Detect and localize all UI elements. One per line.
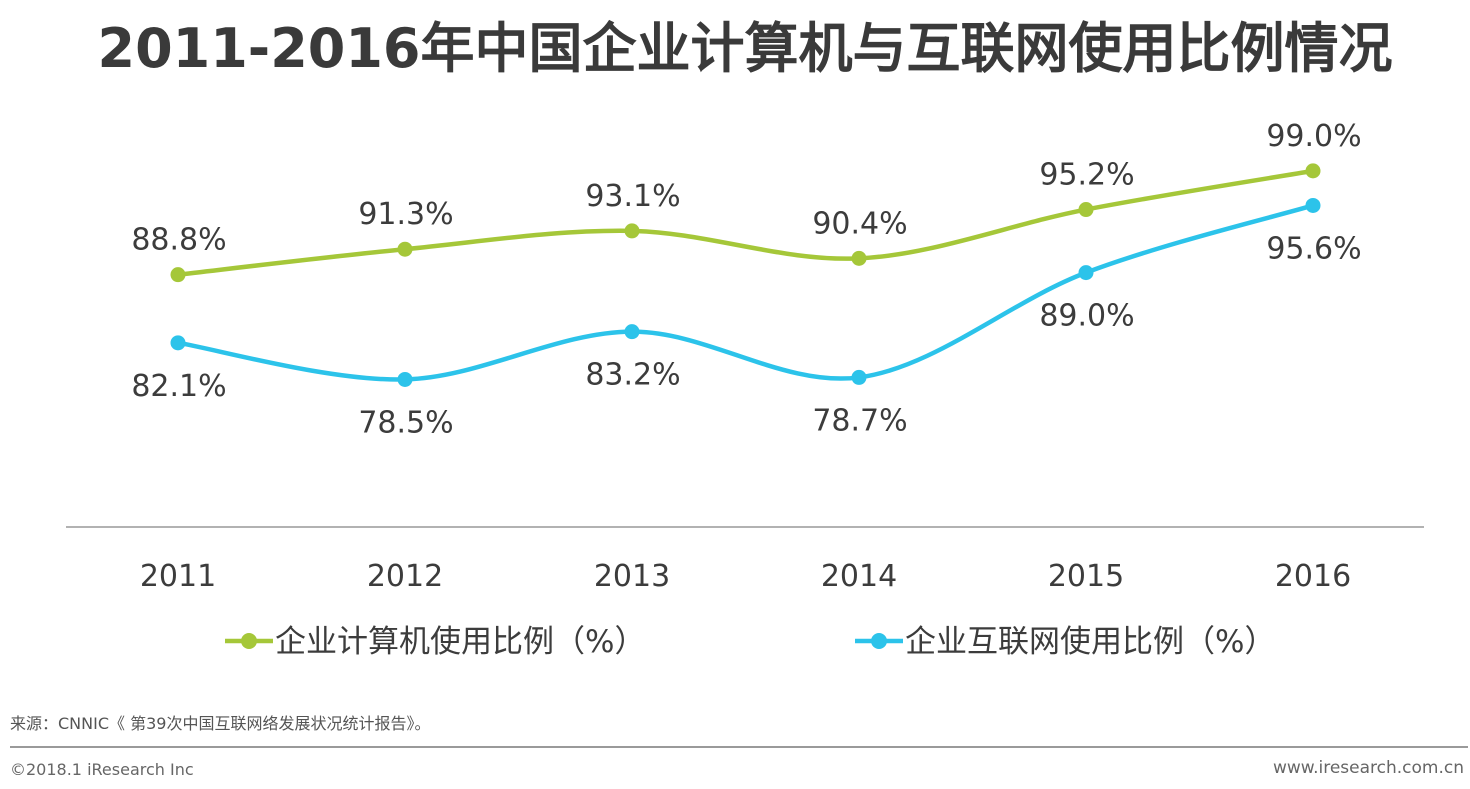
footer-divider <box>10 746 1468 748</box>
series-1-data-label-2015: 95.2% <box>1039 158 1134 193</box>
series-1-data-label-2011: 88.8% <box>131 223 226 258</box>
legend-swatch-marker-1 <box>241 633 257 649</box>
series-2-data-label-2016: 95.6% <box>1266 231 1361 266</box>
x-tick-labels: 2011 2012 2013 2014 2015 2016 <box>140 559 1351 594</box>
source-note: 来源：CNNIC《 第39次中国互联网络发展状况统计报告》。 <box>10 714 431 733</box>
legend-item-2: 企业互联网使用比例（%） <box>855 624 1275 660</box>
series-2-point-2015 <box>1078 265 1094 281</box>
website-link[interactable]: www.iresearch.com.cn <box>1272 758 1464 778</box>
series-1-point-2016 <box>1305 163 1321 179</box>
series-1-point-2015 <box>1078 202 1094 218</box>
series-1: 88.8% 91.3% 93.1% 90.4% 95.2% 99.0% <box>131 119 1362 283</box>
series-2-data-label-2012: 78.5% <box>358 405 453 440</box>
series-2-data-label-2013: 83.2% <box>585 358 680 393</box>
series-1-data-label-2014: 90.4% <box>812 206 907 241</box>
copyright: ©2018.1 iResearch Inc <box>10 760 194 779</box>
series-1-data-label-2016: 99.0% <box>1266 119 1361 154</box>
series-2-point-2012 <box>397 371 413 387</box>
series-1-point-2014 <box>851 250 867 266</box>
x-tick-label-2015: 2015 <box>1048 559 1124 594</box>
x-tick-label-2014: 2014 <box>821 559 897 594</box>
series-2-data-label-2011: 82.1% <box>131 369 226 404</box>
legend-label-1: 企业计算机使用比例（%） <box>275 624 645 660</box>
x-tick-label-2013: 2013 <box>594 559 670 594</box>
x-tick-label-2016: 2016 <box>1275 559 1351 594</box>
series-2: 82.1% 78.5% 83.2% 78.7% 89.0% 95.6% <box>131 197 1362 440</box>
series-1-data-label-2012: 91.3% <box>358 197 453 232</box>
series-2-point-2014 <box>851 369 867 385</box>
legend: 企业计算机使用比例（%） 企业互联网使用比例（%） <box>225 624 1275 660</box>
series-2-point-2011 <box>170 335 186 351</box>
chart-title: 2011-2016年中国企业计算机与互联网使用比例情况 <box>97 17 1393 80</box>
x-tick-label-2012: 2012 <box>367 559 443 594</box>
series-2-line <box>175 203 1316 382</box>
series-1-point-2012 <box>397 241 413 257</box>
legend-item-1: 企业计算机使用比例（%） <box>225 624 645 660</box>
legend-swatch-marker-2 <box>871 633 887 649</box>
series-2-data-label-2014: 78.7% <box>812 403 907 438</box>
series-1-point-2011 <box>170 267 186 283</box>
series-layer: 88.8% 91.3% 93.1% 90.4% 95.2% 99.0% 82.1% 78.5%… <box>131 119 1361 441</box>
x-tick-label-2011: 2011 <box>140 559 216 594</box>
series-2-point-2016 <box>1305 197 1321 213</box>
series-1-data-label-2013: 93.1% <box>585 179 680 214</box>
series-1-line <box>175 168 1316 277</box>
series-2-point-2013 <box>624 324 640 340</box>
line-chart: 88.8% 91.3% 93.1% 90.4% 95.2% 99.0% 82.1% 78.5%… <box>66 119 1424 660</box>
series-1-point-2013 <box>624 223 640 239</box>
legend-label-2: 企业互联网使用比例（%） <box>905 624 1275 660</box>
series-2-data-label-2015: 89.0% <box>1039 299 1134 334</box>
